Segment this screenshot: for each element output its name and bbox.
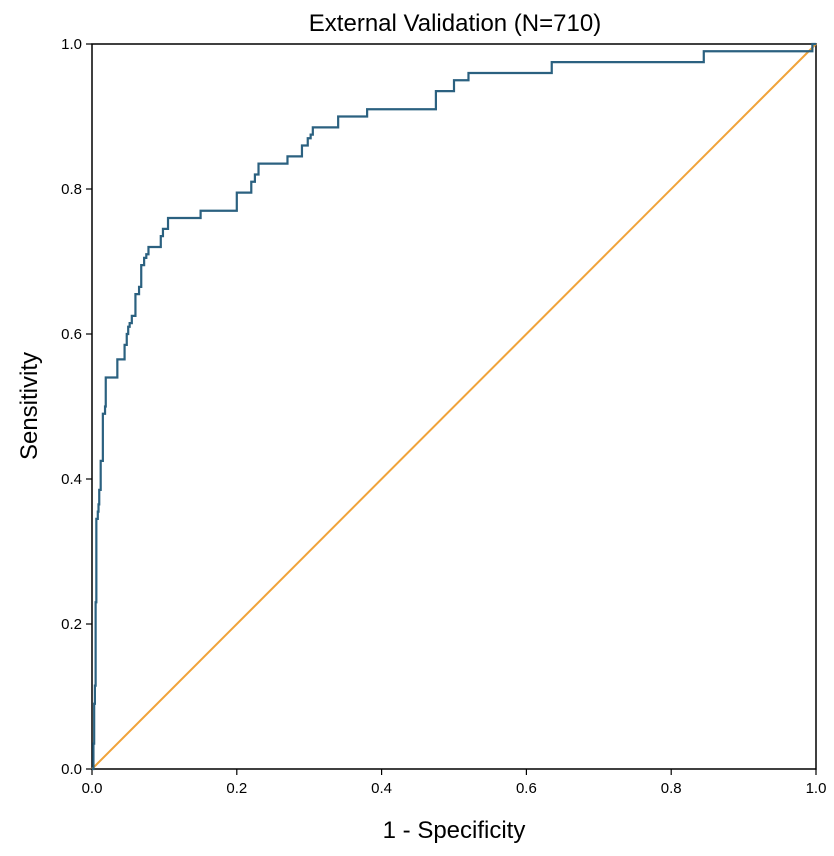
axis-ticks: 0.0 0.2 0.4 0.6 0.8 1.0 0.0 0.2 0.4 0.6 0.8 1.0 — [61, 36, 826, 797]
y-axis-label: Sensitivity — [16, 352, 43, 460]
x-tick-label: 1.0 — [806, 780, 827, 797]
x-tick-label: 0.8 — [661, 780, 682, 797]
x-tick-label: 0.6 — [516, 780, 537, 797]
reference-diagonal-line — [91, 43, 817, 770]
y-tick-label: 0.8 — [61, 181, 82, 198]
x-tick-label: 0.2 — [226, 780, 247, 797]
y-tick-label: 0.6 — [61, 326, 82, 343]
y-tick-label: 1.0 — [61, 36, 82, 53]
roc-curve-line — [92, 42, 816, 771]
y-tick-label: 0.4 — [61, 471, 82, 488]
plot-frame — [91, 43, 817, 770]
x-tick-label: 0.4 — [371, 780, 392, 797]
series-layer — [91, 42, 817, 771]
x-tick-label: 0.0 — [82, 780, 103, 797]
y-tick-label: 0.0 — [61, 761, 82, 778]
chart-title: External Validation (N=710) — [309, 10, 601, 37]
x-axis-label: 1 - Specificity — [383, 817, 526, 844]
y-tick-label: 0.2 — [61, 616, 82, 633]
